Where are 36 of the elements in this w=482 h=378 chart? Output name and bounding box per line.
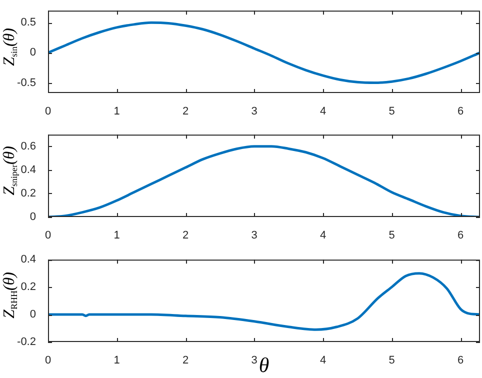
x-tick-label: 3	[251, 106, 258, 118]
y-tick-label: -0.5	[17, 76, 36, 89]
x-tick-label: 6	[457, 354, 464, 367]
line-series	[48, 21, 480, 84]
x-tick-label: 5	[388, 106, 395, 118]
x-tick-label: 1	[114, 230, 120, 242]
y-tick-label: 0.4	[20, 254, 36, 266]
x-tick-label: 6	[457, 230, 464, 242]
x-tick-label: 2	[182, 106, 189, 118]
x-tick-label: 6	[457, 106, 464, 118]
x-axis-title: θ	[258, 353, 270, 378]
x-tick-label: 4	[320, 230, 326, 242]
x-tick-label: 0	[44, 230, 52, 242]
x-tick-label: 5	[388, 354, 395, 367]
x-tick-label: 1	[114, 106, 120, 118]
y-tick-label: 0	[30, 211, 36, 224]
y-tick-label: 0.2	[20, 281, 36, 294]
y-tick-label: 0	[30, 308, 36, 321]
x-tick-label: 3	[251, 230, 258, 242]
x-tick-label: 0	[44, 354, 52, 367]
y-tick-label: -0.2	[17, 336, 36, 348]
x-tick-label: 0	[44, 106, 52, 118]
x-tick-label: 4	[320, 354, 326, 367]
x-tick-label: 3	[251, 354, 258, 367]
x-tick-label: 2	[182, 354, 189, 367]
y-tick-label: 0.4	[20, 164, 36, 176]
x-tick-label: 5	[388, 230, 395, 242]
y-tick-label: 0.5	[20, 16, 36, 29]
x-tick-label: 4	[320, 106, 326, 118]
x-tick-label: 1	[114, 354, 120, 367]
y-tick-label: 0	[30, 46, 36, 59]
x-tick-label: 2	[182, 230, 189, 242]
y-tick-label: 0.6	[20, 140, 36, 152]
line-series	[48, 145, 480, 217]
y-tick-label: 0.2	[20, 187, 36, 200]
line-series	[48, 272, 480, 331]
